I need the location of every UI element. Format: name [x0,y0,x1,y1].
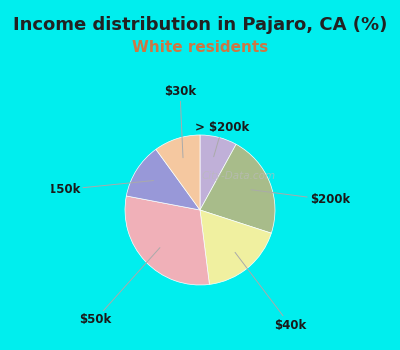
Bar [40,342,360,350]
Text: White residents: White residents [132,40,268,55]
Wedge shape [200,210,271,285]
Text: $200k: $200k [251,190,350,206]
Text: Income distribution in Pajaro, CA (%): Income distribution in Pajaro, CA (%) [13,16,387,34]
Text: > $200k: > $200k [195,121,249,157]
Wedge shape [126,149,200,210]
Wedge shape [200,135,236,210]
Text: $150k: $150k [40,181,154,196]
Wedge shape [125,196,209,285]
Bar [40,70,50,350]
Text: $40k: $40k [235,252,306,331]
Wedge shape [200,144,275,233]
Bar [350,70,360,350]
Wedge shape [156,135,200,210]
Text: $30k: $30k [164,85,196,158]
Text: City-Data.com: City-Data.com [201,172,276,181]
Text: $50k: $50k [79,248,160,327]
